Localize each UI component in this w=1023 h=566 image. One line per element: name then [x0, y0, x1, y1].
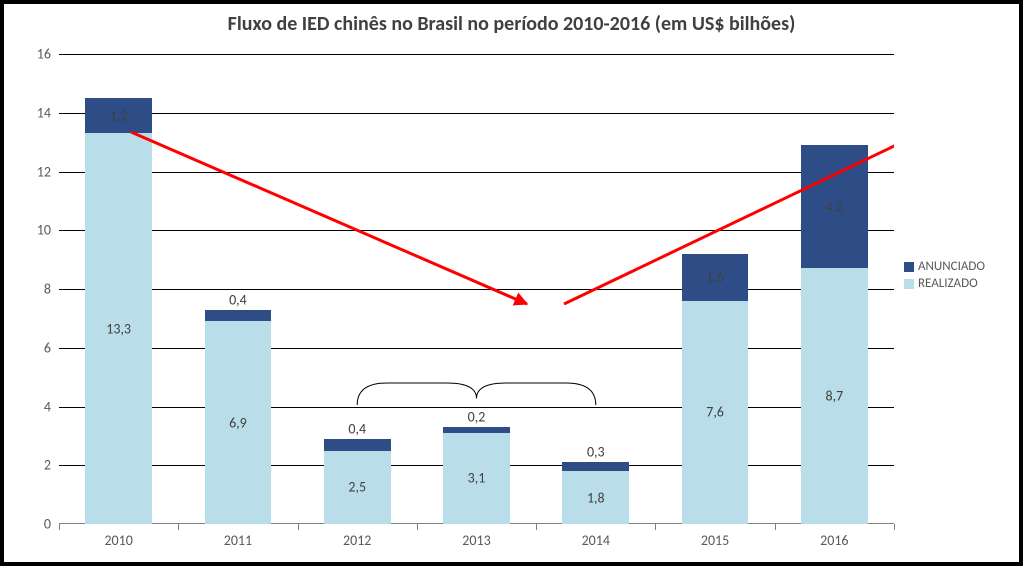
bar-segment-anunciado: [443, 427, 510, 433]
bar-value-label-anunciado: 1,2: [110, 107, 128, 124]
legend-item: REALIZADO: [904, 276, 985, 291]
bar-value-label-realizado: 2,5: [348, 479, 366, 496]
gridline: [59, 407, 894, 408]
bar-value-label-anunciado: 0,3: [587, 444, 605, 461]
x-tick: [417, 524, 418, 530]
y-tick-label: 2: [44, 457, 59, 474]
legend-swatch: [904, 262, 914, 272]
bar-value-label-realizado: 6,9: [229, 414, 247, 431]
x-category-label: 2012: [343, 532, 371, 549]
bar-segment-anunciado: [324, 439, 391, 451]
y-tick-label: 12: [37, 163, 59, 180]
y-tick-label: 8: [44, 281, 59, 298]
bar-segment-anunciado: [562, 462, 629, 471]
plot-area: 0246810121416201013,31,220116,90,420122,…: [59, 54, 894, 524]
y-tick-label: 16: [37, 46, 59, 63]
bar-value-label-anunciado: 4,2: [826, 198, 844, 215]
bar-value-label-anunciado: 0,4: [229, 291, 247, 308]
y-tick-label: 14: [37, 104, 59, 121]
bar-value-label-realizado: 7,6: [706, 404, 724, 421]
x-category-label: 2010: [104, 532, 132, 549]
x-tick: [178, 524, 179, 530]
legend-label: ANUNCIADO: [918, 259, 985, 274]
x-category-label: 2014: [582, 532, 610, 549]
legend-item: ANUNCIADO: [904, 259, 985, 274]
bar-segment-anunciado: [205, 310, 272, 322]
y-tick-label: 0: [44, 516, 59, 533]
x-tick: [59, 524, 60, 530]
bar-group: [682, 254, 749, 524]
chart-title: Fluxo de IED chinês no Brasil no período…: [4, 12, 1019, 36]
gridline: [59, 54, 894, 55]
legend: ANUNCIADO REALIZADO: [904, 259, 985, 293]
x-tick: [894, 524, 895, 530]
bar-group: [85, 98, 152, 524]
x-tick: [655, 524, 656, 530]
bar-value-label-realizado: 1,8: [587, 489, 605, 506]
gridline: [59, 230, 894, 231]
x-tick: [298, 524, 299, 530]
y-tick-label: 6: [44, 339, 59, 356]
gridline: [59, 289, 894, 290]
trend-arrow: [131, 132, 527, 304]
x-category-label: 2015: [701, 532, 729, 549]
y-tick-label: 10: [37, 222, 59, 239]
bar-value-label-realizado: 8,7: [826, 388, 844, 405]
bar-value-label-anunciado: 1,6: [706, 269, 724, 286]
chart-container: Fluxo de IED chinês no Brasil no período…: [0, 0, 1023, 566]
bar-value-label-realizado: 3,1: [468, 470, 486, 487]
bar-value-label-anunciado: 0,4: [348, 420, 366, 437]
y-tick-label: 4: [44, 398, 59, 415]
group-brace: [357, 383, 596, 405]
bar-value-label-anunciado: 0,2: [468, 409, 486, 426]
x-category-label: 2011: [224, 532, 252, 549]
x-tick: [536, 524, 537, 530]
bar-value-label-realizado: 13,3: [106, 320, 131, 337]
gridline: [59, 348, 894, 349]
x-category-label: 2016: [820, 532, 848, 549]
gridline: [59, 172, 894, 173]
legend-label: REALIZADO: [918, 276, 978, 291]
gridline: [59, 113, 894, 114]
legend-swatch: [904, 279, 914, 289]
x-tick: [775, 524, 776, 530]
x-category-label: 2013: [462, 532, 490, 549]
